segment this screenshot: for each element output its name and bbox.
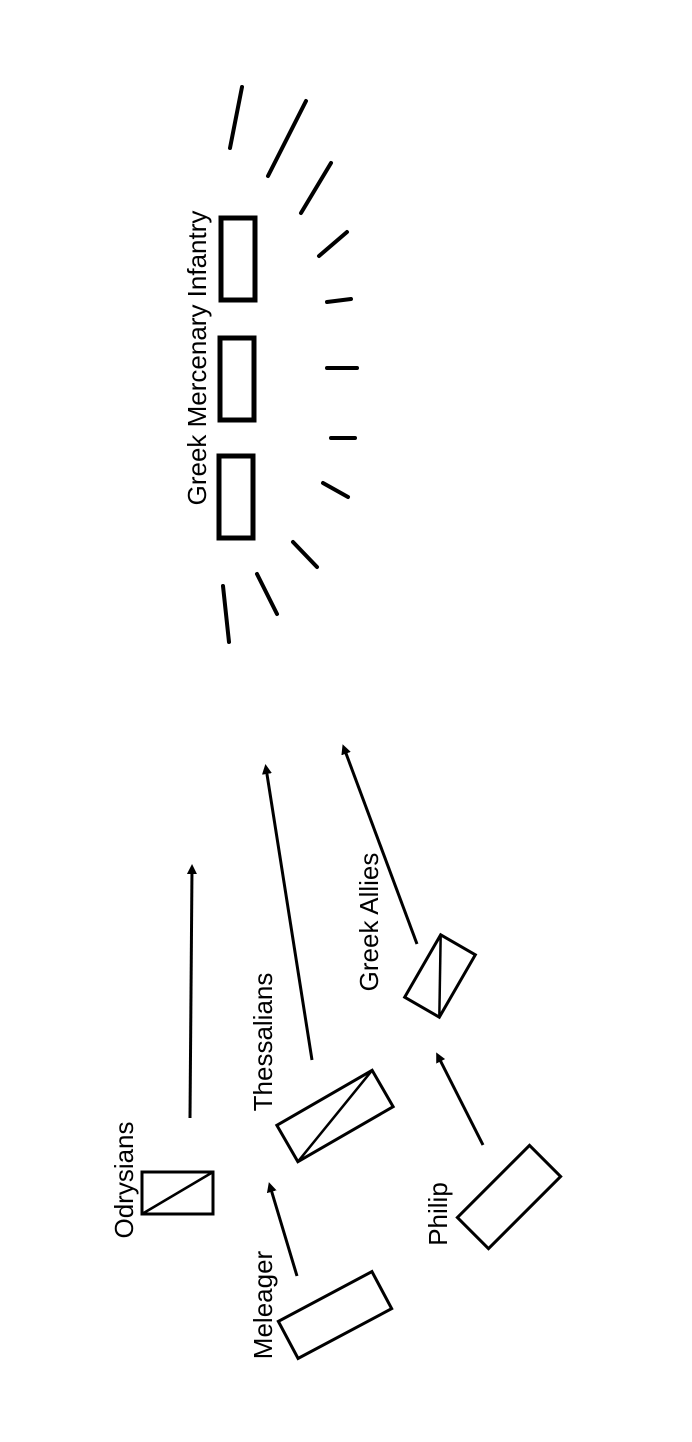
greek-allies-unit-group <box>402 932 478 1020</box>
front-line-dash <box>291 540 319 569</box>
philip-unit <box>455 1143 563 1251</box>
front-line-dash <box>321 481 350 499</box>
mercenary-infantry-block <box>218 215 258 303</box>
philip-label: Philip <box>423 1182 453 1246</box>
greek-allies-unit-hatch <box>438 934 442 1018</box>
mercenary-infantry-block <box>217 335 257 423</box>
odrysians-advance-arrow <box>186 864 197 1119</box>
mercenary-front-line <box>221 85 359 644</box>
meleager-unit <box>276 1269 394 1361</box>
meleager-advance-arrow <box>266 1182 299 1277</box>
mercenary-infantry-block <box>216 453 256 541</box>
philip-unit-group <box>455 1143 563 1251</box>
odrysians-label: Odrysians <box>109 1121 139 1238</box>
front-line-dash <box>299 161 333 215</box>
front-line-dash <box>228 85 244 150</box>
greek-allies-label: Greek Allies <box>354 853 384 992</box>
front-line-dash <box>266 99 308 178</box>
thessalians-advance-arrow <box>261 764 314 1061</box>
front-line-dash <box>255 572 279 616</box>
greek-allies-advance-arrow <box>341 744 419 945</box>
thessalians-unit-group <box>274 1068 396 1164</box>
front-line-dash <box>325 297 353 304</box>
odrysians-unit-hatch <box>141 1170 214 1216</box>
front-line-dash <box>317 230 349 258</box>
greek-mercenary-infantry-label: Greek Mercenary Infantry <box>182 211 212 506</box>
meleager-label: Meleager <box>248 1250 278 1359</box>
thessalians-label: Thessalians <box>248 973 278 1112</box>
philip-advance-arrow <box>436 1052 485 1146</box>
thessalians-unit-hatch <box>296 1069 374 1163</box>
meleager-unit-group <box>276 1269 394 1361</box>
front-line-dash <box>221 584 231 644</box>
